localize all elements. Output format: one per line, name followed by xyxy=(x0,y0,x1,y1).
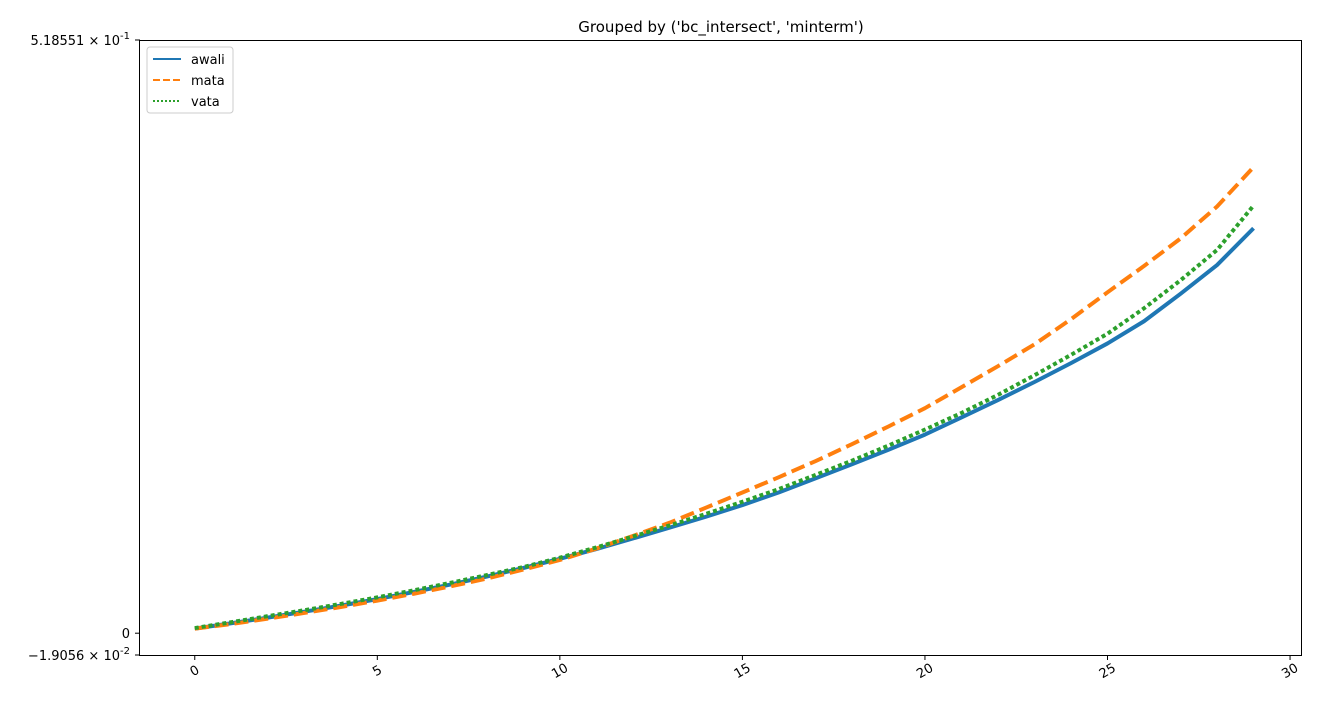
y-axis: 5.18551 × 10-1 0 −1.9056 × 10-2 xyxy=(28,31,140,664)
series-layer xyxy=(194,165,1256,631)
series-line-awali xyxy=(194,226,1255,631)
x-axis: 0 5 10 15 20 25 30 xyxy=(188,655,1301,682)
x-tick-label: 15 xyxy=(732,661,754,682)
x-tick-label: 10 xyxy=(549,661,571,682)
x-tick-label: 25 xyxy=(1097,661,1119,682)
legend-box xyxy=(146,46,234,114)
chart-title: Grouped by ('bc_intersect', 'minterm') xyxy=(578,18,863,37)
legend-label-vata: vata xyxy=(191,95,220,110)
x-tick-label: 20 xyxy=(914,661,936,682)
legend: awali mata vata xyxy=(146,46,234,114)
x-tick-label: 30 xyxy=(1279,661,1301,682)
y-tick-label: 0 xyxy=(122,627,130,642)
y-tick-label: −1.9056 × 10-2 xyxy=(28,646,130,664)
series-line-mata xyxy=(194,165,1256,631)
legend-label-awali: awali xyxy=(191,53,225,68)
series-line-vata xyxy=(194,204,1256,631)
y-tick-label: 5.18551 × 10-1 xyxy=(31,31,130,49)
legend-label-mata: mata xyxy=(191,74,225,89)
x-tick-label: 5 xyxy=(370,663,385,680)
x-tick-label: 0 xyxy=(188,663,203,680)
plot-frame xyxy=(139,40,1302,656)
